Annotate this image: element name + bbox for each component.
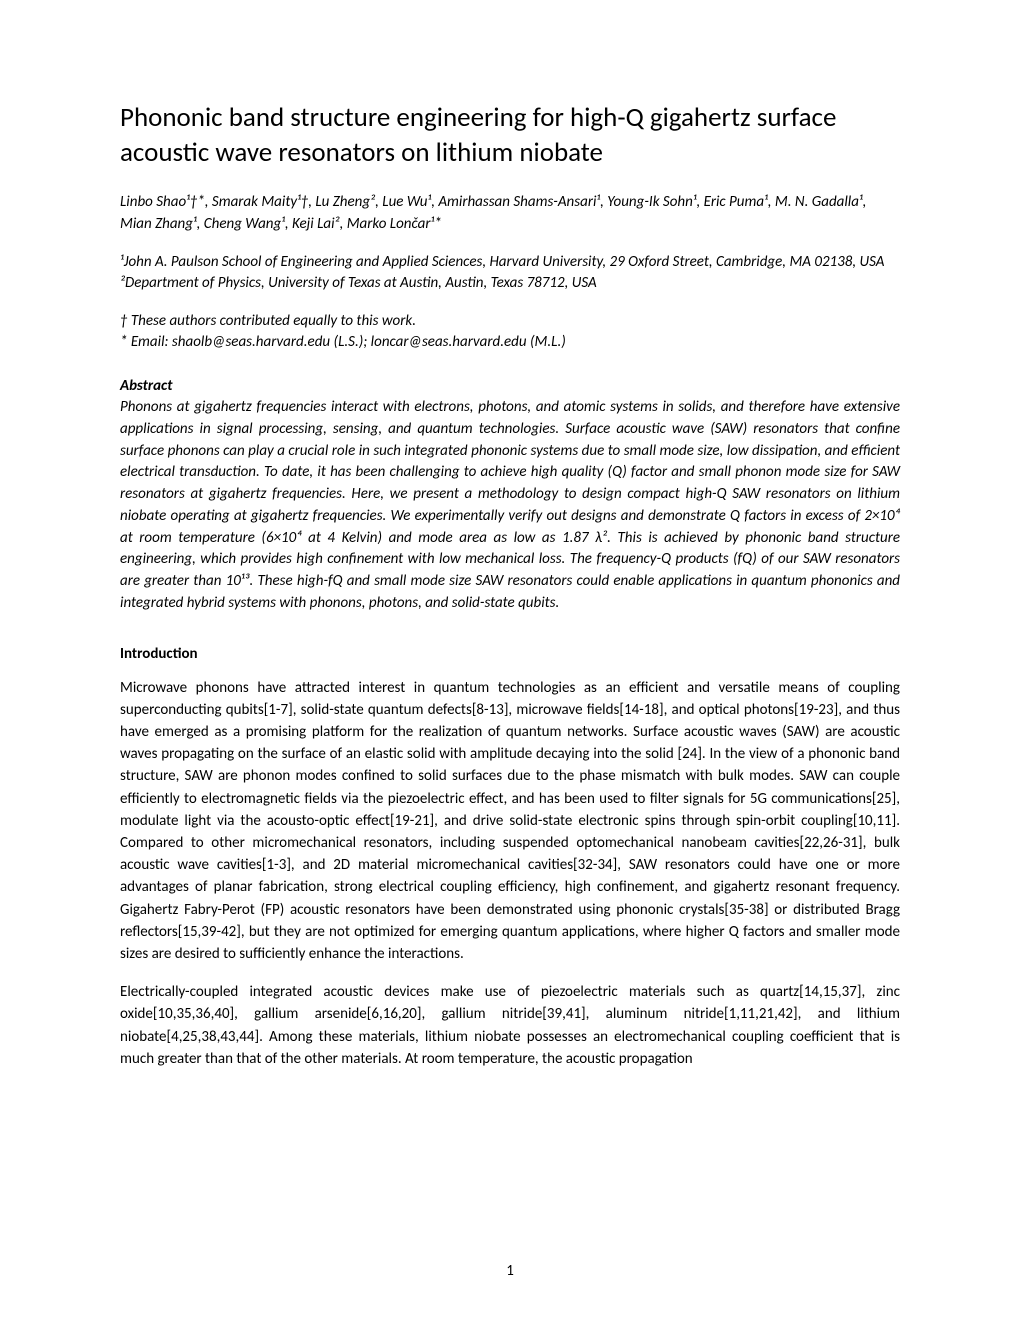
contribution-note: † These authors contributed equally to t…	[120, 311, 900, 332]
correspondence-note: * Email: shaolb@seas.harvard.edu (L.S.);…	[120, 332, 900, 353]
affiliations: ¹John A. Paulson School of Engineering a…	[120, 252, 900, 296]
page-number: 1	[0, 1262, 1020, 1280]
introduction-heading: Introduction	[120, 645, 900, 663]
introduction-paragraph: Electrically-coupled integrated acoustic…	[120, 981, 900, 1070]
author-notes: † These authors contributed equally to t…	[120, 311, 900, 353]
affiliation-line: ¹John A. Paulson School of Engineering a…	[120, 252, 900, 274]
abstract-body: Phonons at gigahertz frequencies interac…	[120, 397, 900, 615]
affiliation-line: ²Department of Physics, University of Te…	[120, 273, 900, 295]
abstract-heading: Abstract	[120, 377, 900, 395]
paper-title: Phononic band structure engineering for …	[120, 100, 900, 170]
introduction-paragraph: Microwave phonons have attracted interes…	[120, 677, 900, 965]
author-list: Linbo Shao¹†*, Smarak Maity¹†, Lu Zheng²…	[120, 192, 900, 236]
